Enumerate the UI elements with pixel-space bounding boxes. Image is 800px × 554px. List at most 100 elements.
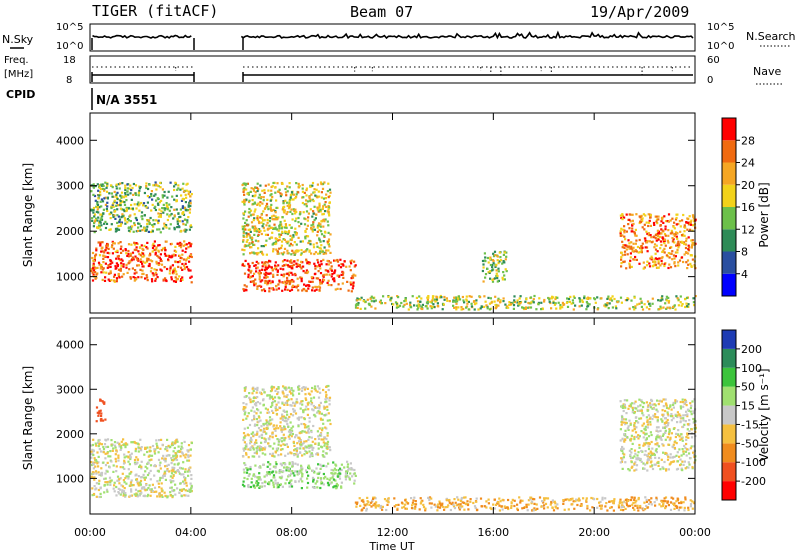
scatter-cell xyxy=(149,252,152,255)
scatter-cell xyxy=(385,508,388,512)
scatter-cell xyxy=(97,224,101,227)
scatter-cell xyxy=(617,504,620,507)
scatter-cell xyxy=(97,455,100,458)
scatter-cell xyxy=(133,222,136,225)
scatter-cell xyxy=(689,221,692,224)
scatter-cell xyxy=(271,404,274,407)
scatter-cell xyxy=(271,409,274,412)
scatter-cell xyxy=(372,497,375,500)
scatter-cell xyxy=(561,301,564,304)
scatter-cell xyxy=(295,262,298,265)
scatter-cell xyxy=(668,431,671,434)
scatter-cell xyxy=(596,308,599,311)
scatter-cell xyxy=(663,264,666,268)
scatter-cell xyxy=(299,439,302,442)
scatter-cell xyxy=(148,472,151,475)
scatter-cell xyxy=(657,218,660,221)
scatter-cell xyxy=(578,297,581,300)
scatter-cell xyxy=(424,507,427,510)
scatter-cell xyxy=(291,461,294,464)
scatter-cell xyxy=(317,190,320,193)
scatter-cell xyxy=(106,461,109,464)
scatter-cell xyxy=(624,238,627,241)
scatter-cell xyxy=(326,259,329,262)
scatter-cell xyxy=(125,442,128,446)
scatter-cell xyxy=(111,449,114,452)
scatter-cell xyxy=(110,192,113,195)
scatter-cell xyxy=(499,500,502,503)
scatter-cell xyxy=(291,198,294,201)
scatter-cell xyxy=(657,232,660,235)
scatter-cell xyxy=(313,413,316,416)
scatter-cell xyxy=(116,191,119,194)
scatter-cell xyxy=(318,264,321,267)
scatter-cell xyxy=(161,443,164,446)
scatter-cell xyxy=(93,194,97,198)
scatter-cell xyxy=(265,253,268,256)
scatter-cell xyxy=(333,280,336,283)
scatter-cell xyxy=(90,444,93,447)
scatter-cell xyxy=(277,239,280,242)
scatter-cell xyxy=(141,476,144,479)
scatter-cell xyxy=(620,265,623,268)
scatter-cell xyxy=(486,307,489,310)
scatter-cell xyxy=(299,402,302,405)
scatter-cell xyxy=(332,469,335,472)
scatter-cell xyxy=(155,442,158,445)
scatter-cell xyxy=(253,486,256,489)
scatter-cell xyxy=(683,242,686,246)
scatter-cell xyxy=(90,450,93,453)
scatter-cell xyxy=(657,299,660,302)
scatter-cell xyxy=(343,260,346,263)
scatter-cell xyxy=(310,452,313,455)
scatter-cell xyxy=(464,502,467,505)
scatter-cell xyxy=(311,215,314,218)
scatter-cell xyxy=(280,430,283,433)
scatter-cell xyxy=(266,266,270,269)
scatter-cell xyxy=(319,478,323,481)
scatter-cell xyxy=(336,260,340,263)
scatter-cell xyxy=(569,498,572,501)
scatter-cell xyxy=(309,200,312,203)
scatter-cell xyxy=(328,273,331,276)
scatter-cell xyxy=(635,258,638,261)
scatter-cell xyxy=(147,230,150,233)
scatter-cell xyxy=(181,262,184,266)
scatter-cell xyxy=(311,181,315,185)
scatter-cell xyxy=(242,235,245,238)
scatter-cell xyxy=(687,223,690,226)
scatter-cell xyxy=(484,256,487,259)
scatter-cell xyxy=(285,410,288,413)
scatter-cell xyxy=(458,298,462,301)
scatter-cell xyxy=(146,462,149,465)
scatter-cell xyxy=(117,268,120,271)
scatter-cell xyxy=(499,299,502,302)
scatter-cell xyxy=(351,276,355,279)
scatter-cell xyxy=(94,267,97,270)
scatter-cell xyxy=(174,452,177,455)
scatter-cell xyxy=(286,413,289,416)
scatter-cell xyxy=(538,496,542,499)
scatter-cell xyxy=(686,217,689,220)
scatter-cell xyxy=(642,508,645,511)
scatter-cell xyxy=(271,431,274,434)
scatter-cell xyxy=(172,270,175,273)
scatter-cell xyxy=(596,506,599,509)
scatter-cell xyxy=(301,473,304,476)
scatter-cell xyxy=(409,303,412,306)
scatter-cell xyxy=(656,444,659,447)
scatter-cell xyxy=(111,252,114,255)
scatter-cell xyxy=(307,261,310,264)
scatter-cell xyxy=(154,464,157,467)
scatter-cell xyxy=(642,462,645,465)
scatter-cell xyxy=(325,437,328,441)
scatter-cell xyxy=(289,210,292,213)
scatter-cell xyxy=(144,447,147,450)
scatter-cell xyxy=(274,264,277,267)
scatter-cell xyxy=(242,406,245,409)
scatter-cell xyxy=(90,456,93,459)
scatter-cell xyxy=(129,277,132,280)
scatter-cell xyxy=(189,195,192,198)
scatter-cell xyxy=(661,229,664,232)
scatter-cell xyxy=(455,297,458,300)
